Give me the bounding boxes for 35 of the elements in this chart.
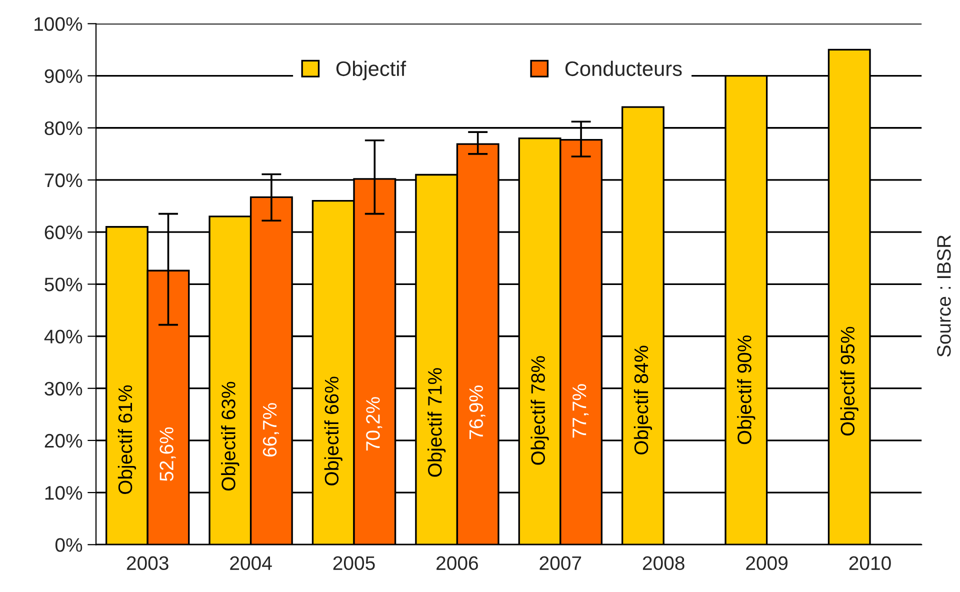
y-tick-label: 40% xyxy=(44,330,82,344)
data-label: 76,9% xyxy=(469,386,486,440)
y-tick-label: 100% xyxy=(34,17,82,31)
legend-label: Objectif xyxy=(336,60,406,80)
data-label: 70,2% xyxy=(366,397,382,451)
y-tick-label: 0% xyxy=(55,538,82,552)
y-tick-label: 10% xyxy=(45,486,82,500)
data-label: Objectif 90% xyxy=(737,335,756,444)
source-note: Source : IBSR xyxy=(937,235,951,357)
x-tick-label: 2010 xyxy=(849,556,891,570)
data-label: Objectif 71% xyxy=(427,368,446,477)
x-tick-label: 2004 xyxy=(230,556,272,570)
y-tick-label: 80% xyxy=(44,121,82,136)
data-label: Objectif 61% xyxy=(118,385,136,494)
x-tick-label: 2008 xyxy=(642,556,684,570)
legend-label: Conducteurs xyxy=(565,60,682,76)
y-tick-label: 50% xyxy=(44,278,82,292)
y-tick-label: 60% xyxy=(44,226,82,240)
data-label: 52,6% xyxy=(160,427,176,481)
data-label: Objectif 84% xyxy=(634,346,652,454)
data-label: 66,7% xyxy=(262,403,279,457)
data-label: 77,7% xyxy=(572,384,589,438)
y-tick-label: 20% xyxy=(44,434,82,448)
y-tick-label: 30% xyxy=(44,382,82,396)
x-tick-label: 2003 xyxy=(126,556,168,570)
x-tick-label: 2006 xyxy=(436,556,478,570)
data-label: Objectif 63% xyxy=(221,382,240,491)
y-tick-label: 70% xyxy=(44,173,82,188)
x-tick-label: 2007 xyxy=(540,556,582,570)
data-label: Objectif 66% xyxy=(324,376,342,486)
x-tick-label: 2009 xyxy=(746,556,788,570)
data-label: Objectif 95% xyxy=(840,326,858,436)
x-tick-label: 2005 xyxy=(333,556,375,570)
y-tick-label: 90% xyxy=(44,69,82,84)
data-label: Objectif 78% xyxy=(530,356,549,465)
